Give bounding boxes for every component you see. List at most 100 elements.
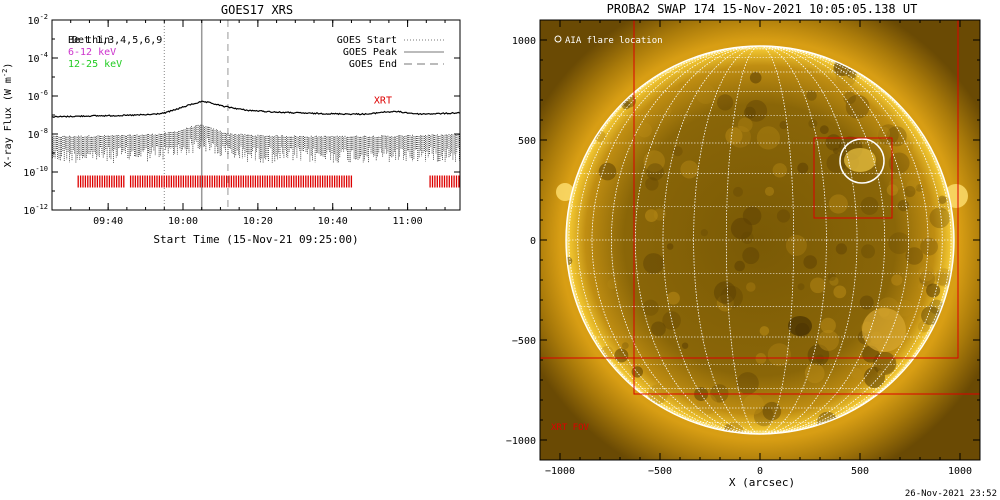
disk-mottle (614, 348, 629, 363)
filter-label-detectors: Det 1,3,4,5,6,9 (72, 35, 162, 46)
disk-mottle (835, 243, 848, 255)
filter-label-6-12kev: 6-12 keV (68, 47, 116, 58)
goes-y-axis: 10-2 10-4 10-6 10-8 10-10 10-12 (23, 13, 460, 217)
disk-mottle (843, 91, 856, 105)
disk-mottle (819, 125, 829, 135)
swap-y-tick-label: 1000 (512, 36, 536, 47)
dark-patch (788, 316, 812, 336)
filter-label-12-25kev: 12-25 keV (68, 59, 122, 70)
goes-y-label-close: ) (3, 63, 14, 69)
swap-panel: PROBA2 SWAP 174 15-Nov-2021 10:05:05.138… (506, 2, 981, 489)
disk-mottle (772, 163, 787, 178)
goes-panel: GOES17 XRS 10-2 10-4 10-6 10-8 10-10 10-12 09… (1, 3, 461, 246)
disk-mottle (810, 277, 826, 294)
goes-legend: GOES Start GOES Peak GOES End (337, 35, 444, 70)
disk-mottle (785, 234, 807, 256)
legend-goes-peak: GOES Peak (343, 47, 397, 58)
disk-mottle (938, 195, 947, 204)
legend-goes-start: GOES Start (337, 35, 397, 46)
series-short-channel (52, 124, 460, 163)
disk-mottle (681, 342, 689, 349)
goes-y-tick-label: 10-12 (23, 203, 48, 217)
disk-mottle (653, 208, 666, 221)
disk-mottle (917, 283, 925, 290)
disk-mottle (662, 311, 681, 330)
disk-mottle (918, 320, 930, 333)
disk-mottle (746, 282, 756, 292)
disk-mottle (645, 209, 658, 223)
solar-limb (565, 45, 955, 435)
limb-bright-east (556, 183, 574, 201)
flare-box (813, 137, 893, 219)
swap-y-tick-label: −500 (512, 336, 536, 347)
grid-longitude-line (591, 45, 929, 435)
goes-y-label-exp: -2 (1, 69, 9, 77)
disk-mottle (666, 243, 674, 250)
disk-mottle (891, 274, 903, 286)
filter-label-be-thin: Be thin (68, 35, 110, 46)
disk-mottle (804, 363, 825, 384)
disk-mottle (906, 180, 918, 192)
disk-mottle (829, 276, 839, 286)
xrt-fov-b (633, 20, 980, 395)
disk-mottle (667, 291, 680, 305)
xrt-fov-a (540, 20, 959, 359)
goes-y-axis-label: X-ray Flux (W m-2) (1, 63, 14, 168)
disk-mottle (764, 186, 775, 196)
goes-x-tick-label: 09:40 (93, 216, 123, 227)
disk-mottle (803, 255, 817, 269)
swap-y-tick-label: −1000 (506, 436, 536, 447)
disk-mottle (743, 394, 764, 415)
disk-mottle (878, 124, 899, 146)
goes-y-tick-label: 10-2 (28, 13, 48, 27)
swap-x-tick-label: −1000 (545, 466, 575, 477)
disk-mottle (672, 146, 683, 157)
disk-mottle (926, 283, 941, 298)
disk-mottle (725, 127, 743, 145)
disk-mottle (736, 372, 759, 395)
disk-mottle (643, 253, 664, 274)
disk-mottle (929, 207, 950, 229)
disk-mottle (738, 117, 753, 133)
disk-mottle (713, 281, 737, 304)
disk-mottle (636, 122, 652, 138)
disk-mottle (700, 229, 708, 237)
disk-mottle (643, 150, 665, 172)
disk-mottle (678, 81, 687, 91)
disk-mottle (762, 401, 782, 421)
disk-mottle (828, 194, 848, 214)
disk-mottle (818, 329, 839, 351)
disk-mottle (598, 162, 617, 181)
goes-x-tick-label: 10:20 (243, 216, 273, 227)
aia-flare-legend-marker (554, 35, 562, 43)
disk-mottle (905, 247, 924, 265)
goes-x-tick-label: 10:00 (168, 216, 198, 227)
swap-x-tick-label: −500 (648, 466, 672, 477)
goes-x-tick-label: 10:40 (318, 216, 348, 227)
disk-mottle (850, 367, 862, 379)
disk-mottle (797, 283, 805, 291)
goes-y-tick-label: 10-8 (28, 127, 48, 141)
disk-mottle (726, 425, 734, 432)
disk-mottle (741, 231, 754, 244)
disk-mottle (797, 162, 809, 174)
disk-mottle (806, 90, 817, 101)
disk-mottle (734, 260, 745, 272)
disk-mottle (642, 299, 659, 316)
xrt-observation-interval (129, 175, 353, 188)
disk-mottle (733, 186, 743, 197)
disk-mottle (861, 244, 875, 259)
disk-mottle (936, 272, 950, 286)
disk-mottle (845, 94, 870, 119)
series-long-channel (52, 100, 460, 118)
disk-mottle (695, 84, 716, 104)
goes-y-tick-label: 10-6 (28, 89, 48, 103)
xrt-annotation: XRT (374, 96, 392, 107)
swap-x-axis: −1000 −500 0 500 1000 (545, 20, 972, 477)
goes-x-axis: 09:40 10:00 10:20 10:40 11:00 (70, 20, 446, 227)
disk-mottle (776, 209, 791, 223)
swap-y-axis: −1000 −500 0 500 1000 (506, 36, 980, 447)
xrt-observation-interval (77, 175, 125, 188)
swap-y-tick-label: 500 (518, 136, 536, 147)
